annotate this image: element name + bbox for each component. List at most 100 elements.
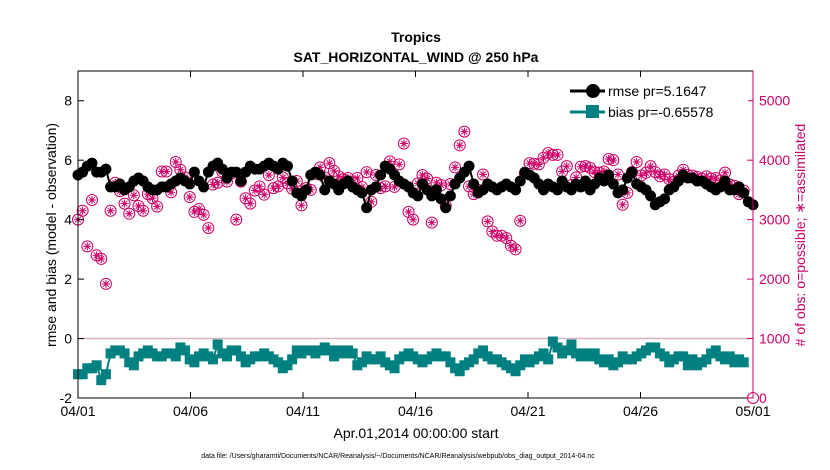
obs-point: [86, 195, 97, 206]
obs-point: [394, 159, 405, 170]
y-left-tick-label: 0: [64, 331, 72, 347]
legend-bias-label: bias pr=-0.65578: [608, 104, 714, 120]
y-left-tick-label: -2: [60, 390, 73, 406]
obs-point: [152, 201, 163, 212]
obs-point: [138, 205, 149, 216]
obs-point: [105, 205, 116, 216]
obs-point: [259, 189, 270, 200]
obs-point: [77, 205, 88, 216]
y-left-tick-label: 4: [64, 212, 72, 228]
rmse-point: [184, 178, 195, 189]
bias-point: [171, 351, 181, 361]
obs-point: [82, 241, 93, 252]
bias-point: [180, 345, 190, 355]
y-left-tick-label: 8: [64, 93, 72, 109]
x-tick-label: 04/21: [510, 403, 545, 419]
y-right-tick-label: 5000: [759, 93, 790, 109]
rmse-point: [361, 202, 372, 213]
bias-point: [208, 354, 218, 364]
obs-point: [608, 155, 619, 166]
obs-point: [119, 198, 130, 209]
x-tick-label: 04/06: [173, 403, 208, 419]
obs-point: [161, 166, 172, 177]
y-right-tick-label: 0: [759, 390, 767, 406]
obs-point: [617, 199, 628, 210]
obs-point: [100, 278, 111, 289]
obs-point: [198, 209, 209, 220]
bias-point: [101, 369, 111, 379]
obs-point: [254, 181, 265, 192]
obs-point: [96, 253, 107, 264]
y-right-tick-label: 1000: [759, 331, 790, 347]
rmse-point: [198, 181, 209, 192]
bias-point: [129, 360, 139, 370]
obs-point: [245, 198, 256, 209]
obs-point: [170, 156, 181, 167]
rmse-point: [287, 175, 298, 186]
bias-point: [739, 357, 749, 367]
x-tick-label: 04/26: [623, 403, 658, 419]
obs-point: [324, 158, 335, 169]
obs-point: [510, 244, 521, 255]
bias-point: [348, 348, 358, 358]
y-axis-right: 0 1000 2000 3000 4000 5000: [747, 71, 790, 406]
rmse-point: [626, 167, 637, 178]
rmse-point: [412, 190, 423, 201]
rmse-point: [315, 170, 326, 181]
legend-bias-marker: [586, 105, 599, 118]
obs-point: [124, 208, 135, 219]
obs-point: [296, 200, 307, 211]
chart-title: Tropics: [391, 29, 441, 45]
x-tick-label: 04/16: [398, 403, 433, 419]
obs-point: [515, 215, 526, 226]
rmse-point: [440, 202, 451, 213]
y-left-tick-label: 2: [64, 271, 72, 287]
obs-point: [459, 126, 470, 137]
obs-point: [231, 214, 242, 225]
y-left-tick-label: 6: [64, 152, 72, 168]
bias-point: [678, 351, 688, 361]
obs-point: [450, 162, 461, 173]
obs-point: [631, 156, 642, 167]
obs-point: [426, 217, 437, 228]
footnote: data file: /Users/gharamti/Documents/NCA…: [201, 453, 595, 460]
rmse-point: [464, 161, 475, 172]
legend: rmse pr=5.1647 bias pr=-0.65578: [564, 78, 748, 124]
obs-point: [408, 214, 419, 225]
y-axis-left-label: rmse and bias (model - observation): [43, 123, 59, 347]
bias-point: [92, 360, 102, 370]
rmse-point: [282, 161, 293, 172]
obs-point: [203, 222, 214, 233]
rmse-point: [100, 164, 111, 175]
x-tick-label: 04/11: [286, 403, 320, 419]
legend-rmse-label: rmse pr=5.1647: [608, 83, 707, 99]
obs-point: [552, 149, 563, 160]
obs-point: [478, 169, 489, 180]
bias-point: [390, 363, 400, 373]
obs-point: [501, 233, 512, 244]
bias-point: [287, 354, 297, 364]
bias-point: [543, 354, 553, 364]
y-axis-right-label: # of obs: o=possible; ∗=assimilated: [792, 124, 808, 347]
chart: Tropics SAT_HORIZONTAL_WIND @ 250 hPa 04…: [0, 0, 830, 470]
x-axis-label: Apr.01,2014 00:00:00 start: [333, 425, 498, 441]
rmse-point: [356, 187, 367, 198]
y-right-tick-label: 4000: [759, 152, 790, 168]
bias-point: [120, 348, 130, 358]
obs-point: [398, 138, 409, 149]
obs-point: [454, 140, 465, 151]
chart-subtitle: SAT_HORIZONTAL_WIND @ 250 hPa: [294, 49, 539, 65]
obs-point: [482, 216, 493, 227]
y-right-tick-label: 3000: [759, 212, 790, 228]
obs-point: [184, 192, 195, 203]
bias-point: [213, 339, 223, 349]
bias-point: [566, 339, 576, 349]
rmse-point: [370, 181, 381, 192]
rmse-point: [617, 184, 628, 195]
obs-point: [403, 206, 414, 217]
rmse-point: [301, 184, 312, 195]
y-right-tick-label: 2000: [759, 271, 790, 287]
legend-rmse-marker: [586, 84, 600, 98]
rmse-point: [445, 190, 456, 201]
obs-point: [561, 161, 572, 172]
